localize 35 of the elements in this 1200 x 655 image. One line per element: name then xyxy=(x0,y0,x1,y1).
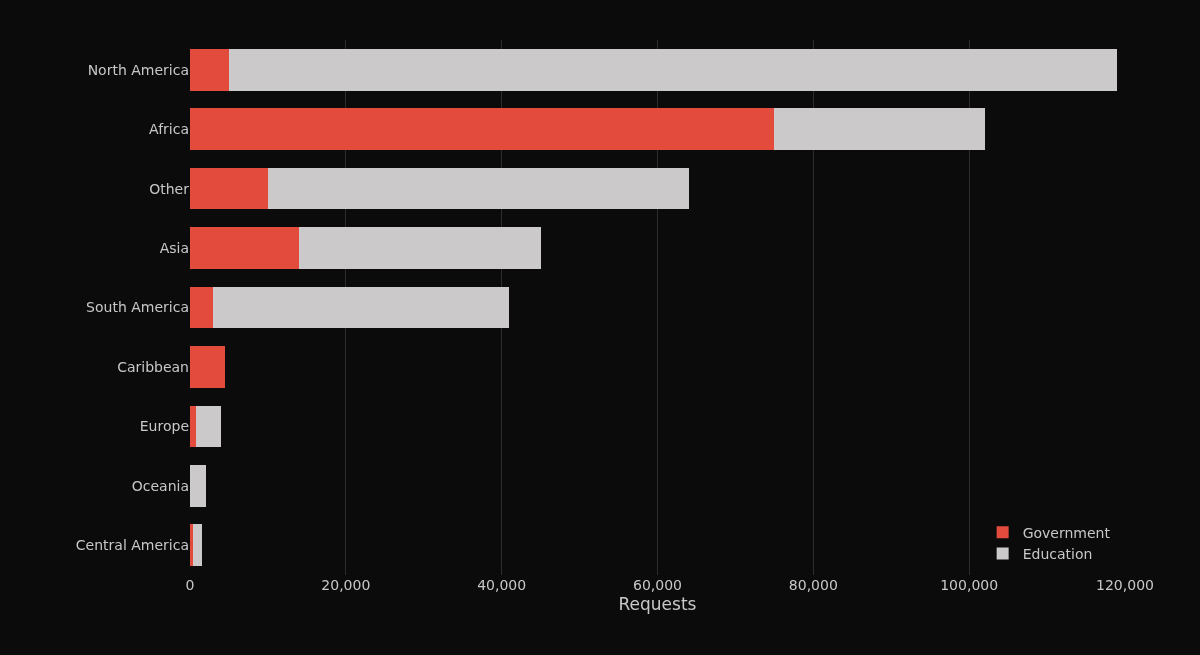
bar xyxy=(190,465,206,507)
y-tick-label: South America xyxy=(86,299,189,316)
y-tick-label: Other xyxy=(149,180,190,197)
bar xyxy=(299,227,541,269)
y-tick-label: Caribbean xyxy=(117,358,189,375)
bar xyxy=(190,48,229,91)
legend-label: Government xyxy=(1022,524,1111,541)
bar xyxy=(196,405,222,448)
bar xyxy=(190,286,214,329)
x-tick-label: 60,000 xyxy=(633,577,682,593)
bar xyxy=(774,108,985,150)
y-tick-label: North America xyxy=(87,61,189,78)
x-tick-label: 100,000 xyxy=(940,577,999,593)
bar xyxy=(190,405,197,448)
bar xyxy=(193,524,202,567)
bar xyxy=(190,167,268,210)
bar xyxy=(190,108,775,150)
x-axis-title: Requests xyxy=(618,594,697,615)
y-tick-label: Africa xyxy=(149,121,189,138)
bar xyxy=(190,346,226,388)
bar xyxy=(190,524,194,567)
bar xyxy=(190,227,300,269)
x-tick-label: 20,000 xyxy=(321,577,371,593)
bar xyxy=(213,286,510,329)
x-tick-label: 120,000 xyxy=(1096,577,1154,593)
legend-label: Education xyxy=(1022,545,1093,562)
y-tick-label: Asia xyxy=(159,239,189,256)
bar xyxy=(267,167,689,210)
x-tick-label: 80,000 xyxy=(788,577,838,593)
y-tick-label: Central America xyxy=(75,537,189,554)
bar xyxy=(228,48,1118,91)
y-tick-label: Oceania xyxy=(131,477,189,494)
x-tick-label: 40,000 xyxy=(477,577,527,593)
x-tick-label: 0 xyxy=(185,577,195,593)
y-tick-label: Europe xyxy=(139,418,189,435)
